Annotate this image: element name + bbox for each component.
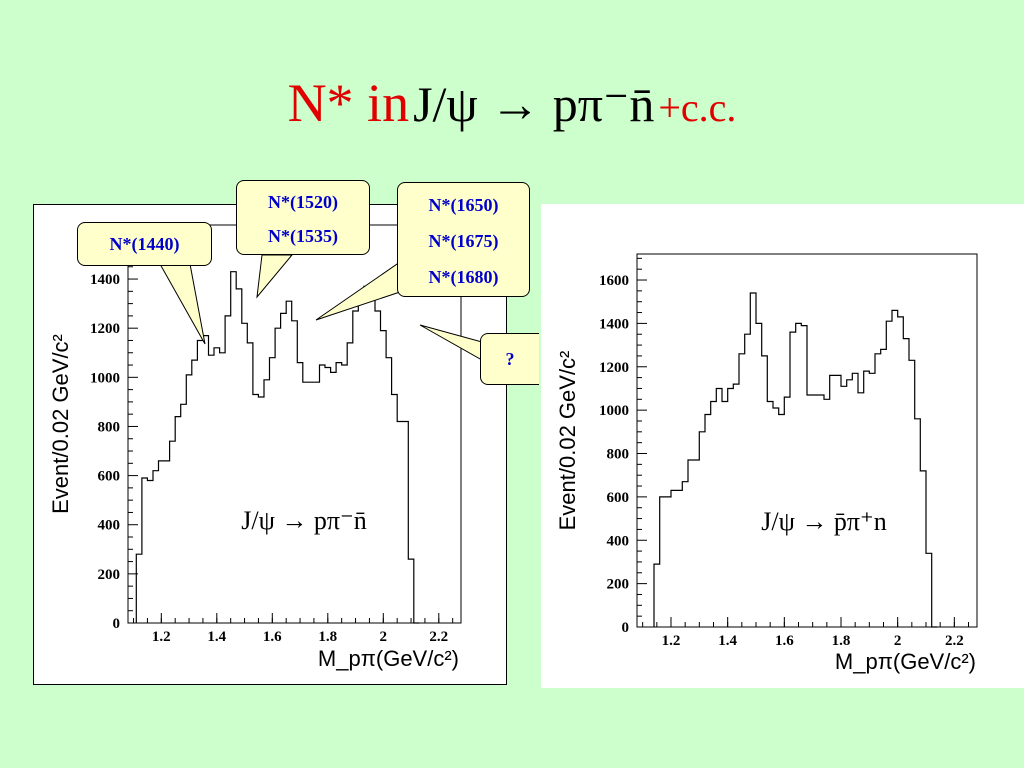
x-tick-label: 1.4 [718, 633, 737, 649]
y-tick-label: 400 [607, 533, 630, 549]
y-axis-label: Event/0.02 GeV/c² [555, 351, 580, 531]
x-axis-label: M_pπ(GeV/c²) [318, 646, 459, 671]
label-n1520: N*(1520) [268, 192, 338, 212]
reaction-label: J/ψ → p̄π⁺n [761, 507, 886, 536]
y-tick-label: 1200 [90, 321, 120, 337]
y-tick-label: 1000 [599, 403, 629, 419]
label-unknown: ? [505, 349, 515, 369]
y-tick-label: 400 [98, 518, 121, 534]
label-n1680: N*(1680) [428, 267, 499, 287]
title-suffix: +c.c. [658, 85, 737, 130]
reaction-label: J/ψ → pπ⁻n̄ [241, 506, 366, 535]
right-histogram-panel: 0 200 400 600 800 1000 1200 1400 1600 1.2 1.4 1.6 1.… [541, 204, 1024, 688]
x-tick-label: 2.2 [945, 633, 964, 649]
x-tick-label: 1.2 [152, 629, 171, 645]
x-tick-label: 1.4 [207, 629, 226, 645]
x-tick-label: 1.2 [662, 633, 681, 649]
x-tick-label: 1.8 [832, 633, 851, 649]
x-tick-label: 1.8 [318, 629, 337, 645]
y-tick-label: 1000 [90, 370, 120, 386]
y-tick-label: 600 [607, 490, 630, 506]
y-tick-label: 1400 [599, 316, 629, 332]
x-tick-label: 2.2 [429, 629, 448, 645]
y-tick-label: 1400 [90, 272, 120, 288]
y-tick-label: 0 [113, 616, 121, 632]
callout-unknown: ? [480, 333, 539, 385]
y-tick-label: 1600 [599, 273, 629, 289]
plot-frame [636, 253, 978, 628]
histogram-steps [135, 271, 420, 624]
slide-title: N* in J/ψ → pπ⁻n̄ +c.c. [0, 72, 1024, 134]
y-tick-label: 800 [607, 447, 630, 463]
title-reaction: J/ψ → pπ⁻n̄ [413, 76, 655, 132]
histogram-steps [653, 292, 938, 628]
y-tick-label: 600 [98, 469, 121, 485]
x-tick-label: 1.6 [775, 633, 794, 649]
x-tick-label: 2 [894, 633, 902, 649]
y-tick-label: 1200 [599, 360, 629, 376]
right-histogram: 0 200 400 600 800 1000 1200 1400 1600 1.2 1.4 1.6 1.… [555, 253, 978, 674]
x-tick-label: 2 [380, 629, 388, 645]
y-tick-label: 0 [622, 620, 630, 636]
title-prefix: N* in [287, 73, 410, 133]
y-tick-label: 800 [98, 419, 121, 435]
label-n1675: N*(1675) [428, 231, 499, 251]
x-tick-label: 1.6 [263, 629, 282, 645]
x-axis-label: M_pπ(GeV/c²) [835, 649, 976, 674]
label-n1535: N*(1535) [268, 226, 338, 246]
y-axis-label: Event/0.02 GeV/c² [48, 334, 73, 514]
callout-n1650-1680: N*(1650) N*(1675) N*(1680) [397, 182, 530, 297]
y-tick-label: 200 [607, 577, 630, 593]
label-n1650: N*(1650) [428, 195, 499, 215]
label-n1440: N*(1440) [109, 234, 180, 254]
callout-n1520-1535: N*(1520) N*(1535) [236, 180, 370, 255]
y-tick-label: 200 [98, 567, 121, 583]
callout-n1440: N*(1440) [77, 222, 212, 266]
